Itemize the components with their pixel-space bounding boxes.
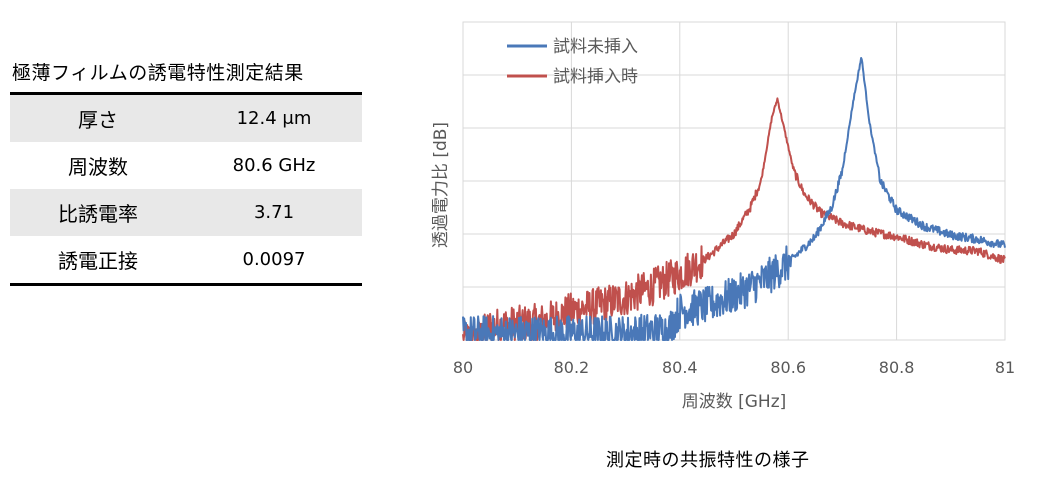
x-tick-label: 81 [995, 358, 1015, 377]
x-tick-label: 80.8 [879, 358, 915, 377]
figure-caption: 測定時の共振特性の様子 [606, 450, 810, 471]
x-tick-label: 80.6 [770, 358, 806, 377]
row-label: 周波数 [68, 155, 128, 179]
properties-table: 厚さ 12.4 μm 周波数 80.6 GHz 比誘電率 3.71 誘電正接 0… [10, 92, 362, 286]
table-row: 比誘電率 3.71 [10, 189, 362, 236]
table-row: 誘電正接 0.0097 [10, 236, 362, 285]
legend-label: 試料未挿入 [553, 37, 638, 57]
table-title: 極薄フィルムの誘電特性測定結果 [12, 62, 304, 84]
series-line [462, 57, 1006, 341]
x-tick-label: 80 [453, 358, 473, 377]
chart-axes: 80 80.2 80.4 80.6 80.8 81 [453, 358, 1015, 377]
row-value: 0.0097 [242, 249, 306, 270]
row-value: 12.4 μm [186, 93, 362, 142]
row-label: 厚さ [10, 93, 186, 142]
x-tick-label: 80.4 [662, 358, 698, 377]
x-axis-label: 周波数 [GHz] [682, 392, 787, 412]
table-row: 厚さ 12.4 μm [10, 93, 362, 142]
y-axis-label: 透過電力比 [dB] [431, 122, 451, 248]
legend-label: 試料挿入時 [553, 67, 638, 87]
row-value: 80.6 GHz [232, 155, 316, 176]
chart-series [462, 57, 1006, 341]
x-tick-label: 80.2 [554, 358, 590, 377]
row-label: 比誘電率 [10, 189, 186, 236]
row-label: 誘電正接 [58, 249, 138, 273]
table-row: 周波数 80.6 GHz [10, 142, 362, 189]
row-value: 3.71 [186, 189, 362, 236]
series-line [462, 97, 1006, 341]
